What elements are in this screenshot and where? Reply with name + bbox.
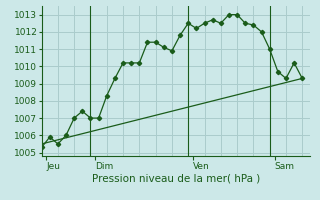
- X-axis label: Pression niveau de la mer( hPa ): Pression niveau de la mer( hPa ): [92, 173, 260, 183]
